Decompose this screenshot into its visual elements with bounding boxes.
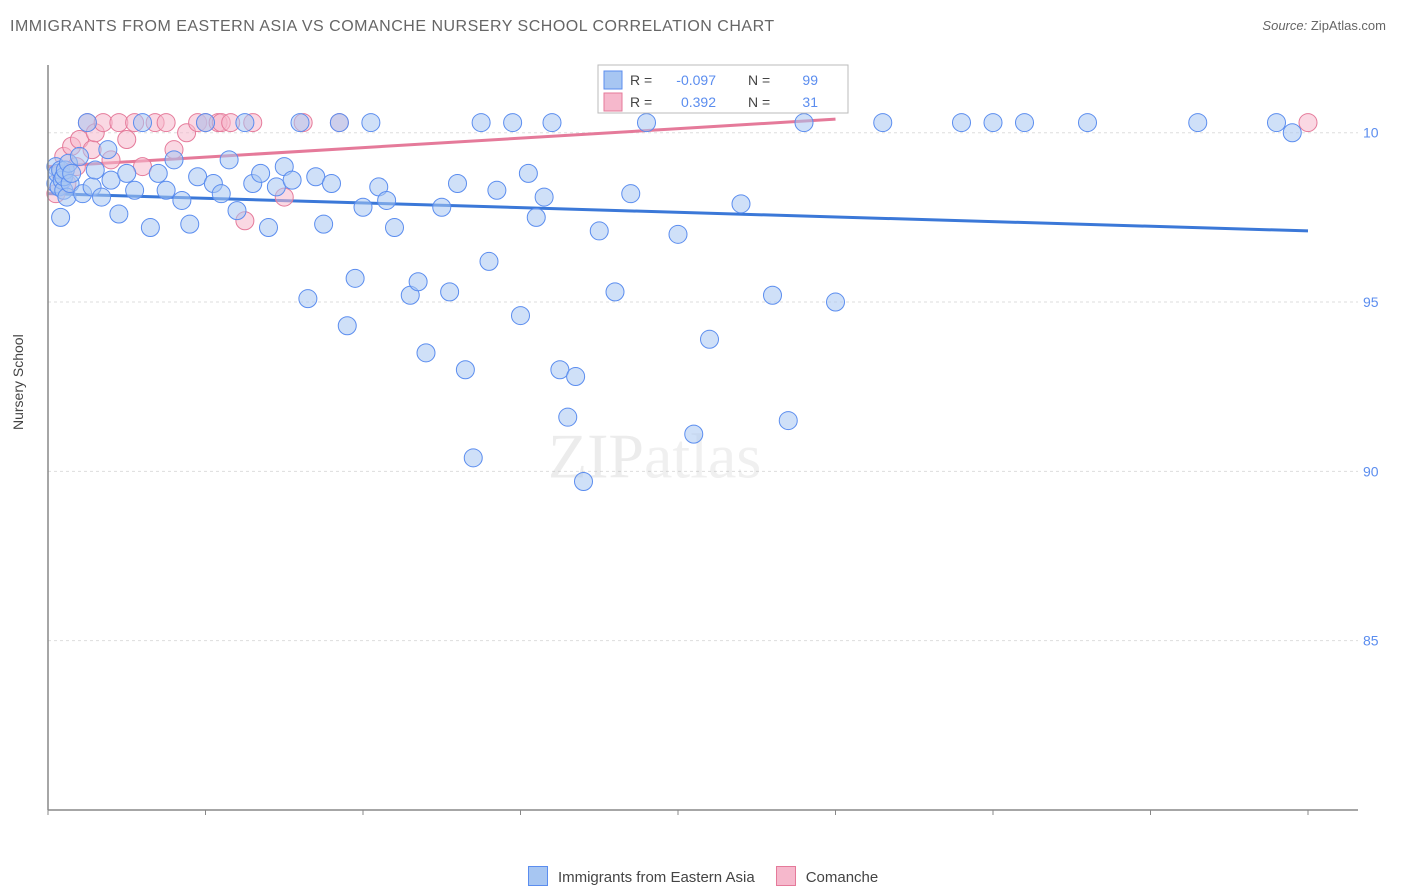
svg-text:85.0%: 85.0%: [1363, 633, 1378, 649]
svg-text:100.0%: 100.0%: [1363, 125, 1378, 141]
svg-text:N =: N =: [748, 72, 770, 88]
correlation-scatter-chart: 85.0%90.0%95.0%100.0%ZIPatlas0.0%80.0%R …: [38, 55, 1378, 815]
svg-text:0.392: 0.392: [681, 94, 716, 110]
y-axis-label: Nursery School: [10, 334, 26, 430]
svg-text:R =: R =: [630, 94, 652, 110]
svg-text:R =: R =: [630, 72, 652, 88]
legend-swatch-pink: [776, 866, 796, 886]
svg-text:31: 31: [802, 94, 818, 110]
chart-title: IMMIGRANTS FROM EASTERN ASIA VS COMANCHE…: [10, 18, 775, 35]
svg-text:N =: N =: [748, 94, 770, 110]
svg-text:95.0%: 95.0%: [1363, 294, 1378, 310]
legend-label-blue: Immigrants from Eastern Asia: [558, 869, 755, 886]
svg-text:90.0%: 90.0%: [1363, 463, 1378, 479]
bottom-legend: Immigrants from Eastern Asia Comanche: [0, 866, 1406, 886]
svg-text:99: 99: [802, 72, 818, 88]
source-label: Source:: [1262, 18, 1307, 33]
legend-label-pink: Comanche: [806, 869, 879, 886]
legend-swatch-blue: [528, 866, 548, 886]
source-attribution: Source: ZipAtlas.com: [1262, 18, 1386, 33]
source-value: ZipAtlas.com: [1311, 18, 1386, 33]
svg-text:-0.097: -0.097: [676, 72, 716, 88]
